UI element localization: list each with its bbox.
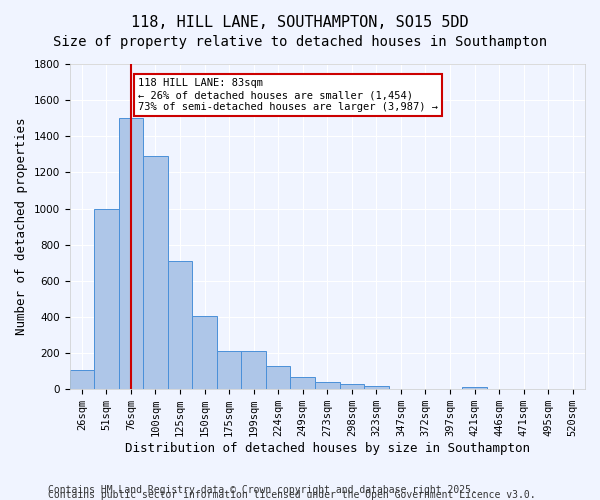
Bar [364,386,389,389]
Bar [462,387,487,389]
Text: 118, HILL LANE, SOUTHAMPTON, SO15 5DD: 118, HILL LANE, SOUTHAMPTON, SO15 5DD [131,15,469,30]
Text: Contains HM Land Registry data © Crown copyright and database right 2025.: Contains HM Land Registry data © Crown c… [48,485,477,495]
Bar [217,352,241,389]
Bar [192,316,217,389]
Bar [290,376,315,389]
Bar [241,352,266,389]
Bar [168,261,192,389]
Bar [340,384,364,389]
Bar [315,382,340,389]
Bar [70,370,94,389]
Bar [119,118,143,389]
Bar [94,208,119,389]
Y-axis label: Number of detached properties: Number of detached properties [15,118,28,336]
X-axis label: Distribution of detached houses by size in Southampton: Distribution of detached houses by size … [125,442,530,455]
Text: Size of property relative to detached houses in Southampton: Size of property relative to detached ho… [53,35,547,49]
Bar [266,366,290,389]
Text: Contains public sector information licensed under the Open Government Licence v3: Contains public sector information licen… [48,490,536,500]
Text: 118 HILL LANE: 83sqm
← 26% of detached houses are smaller (1,454)
73% of semi-de: 118 HILL LANE: 83sqm ← 26% of detached h… [138,78,438,112]
Bar [143,156,168,389]
